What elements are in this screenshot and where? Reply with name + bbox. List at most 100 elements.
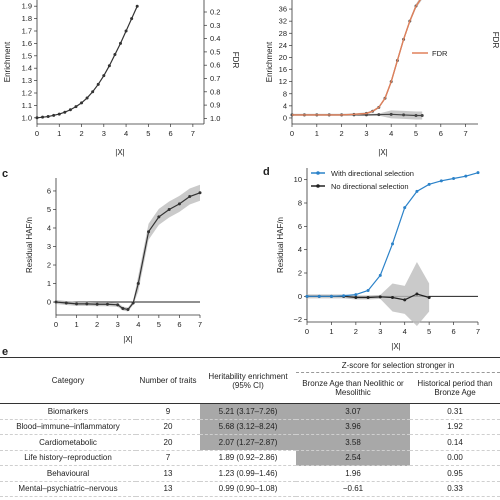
- y-tick-label: 1.5: [22, 51, 32, 60]
- data-point: [177, 202, 181, 206]
- y-tick-label: 1.6: [22, 39, 32, 48]
- panel-a-plot: [35, 4, 139, 120]
- data-point: [391, 242, 394, 246]
- y2-tick-label: 0.4: [210, 34, 220, 43]
- data-point: [329, 294, 333, 298]
- data-point: [75, 302, 79, 306]
- header-bronze: Bronze Age than Neolithic or Mesolithic: [296, 372, 410, 404]
- x-tick-label: 1: [315, 129, 319, 138]
- x-tick-label: 3: [102, 129, 106, 138]
- x-tick-label: 7: [476, 327, 480, 336]
- series-line: [292, 0, 421, 116]
- data-point: [378, 295, 382, 299]
- y-tick-label: 1.0: [22, 113, 32, 122]
- panel-d-plot: [305, 171, 480, 326]
- cell-her: 5.21 (3.17–7.26): [200, 403, 296, 420]
- cell-bronze: 3.96: [296, 419, 410, 435]
- y-tick-label: 16: [279, 65, 287, 74]
- data-point: [403, 298, 407, 302]
- panel-c-xlabel: |X|: [123, 335, 133, 344]
- y-tick-label: 8: [298, 199, 302, 208]
- y-tick-label: 1.2: [22, 89, 32, 98]
- y-tick-label: −2: [293, 315, 302, 324]
- y-tick-label: 2: [47, 261, 51, 270]
- table-row: Cardiometabolic 20 2.07 (1.27–2.87) 3.58 0.1…: [0, 434, 500, 451]
- data-point: [80, 101, 84, 105]
- data-point: [414, 114, 418, 118]
- data-point: [427, 182, 431, 186]
- panel-c-yticks: 0 1 2 3 4 5 6: [47, 186, 56, 307]
- y-tick-label: 0: [298, 292, 302, 301]
- y2-tick-label: 1.0: [210, 114, 220, 123]
- y-tick-label: 6: [298, 222, 302, 231]
- data-point: [46, 115, 50, 119]
- x-tick-label: 0: [305, 327, 309, 336]
- x-tick-label: 5: [414, 129, 418, 138]
- table-row: Blood–immune–inflammatory 20 5.68 (3.12–8.…: [0, 419, 500, 435]
- x-tick-label: 4: [124, 129, 128, 138]
- data-point: [439, 179, 443, 183]
- y-tick-label: 3: [47, 242, 51, 251]
- x-tick-label: 6: [169, 129, 173, 138]
- y2-tick-label: 0.5: [210, 47, 220, 56]
- cell-n: 9: [136, 403, 200, 420]
- header-zscore: Z-score for selection stronger in: [296, 357, 500, 373]
- panel-d-legend-label-1: With directional selection: [331, 169, 414, 178]
- data-point: [427, 296, 431, 299]
- data-point: [157, 215, 161, 219]
- x-tick-label: 7: [198, 320, 202, 329]
- y-tick-label: 32: [279, 17, 287, 26]
- data-point: [64, 301, 68, 305]
- panel-d-ylabel: Residual HAF/n: [276, 217, 285, 273]
- data-point: [198, 191, 202, 195]
- cell-hist: 0.14: [410, 434, 500, 451]
- ci-band: [292, 0, 422, 116]
- panel-a-xticks: 0 1 2 3 4 5 6 7: [35, 124, 195, 138]
- data-point: [130, 17, 134, 21]
- data-point: [420, 114, 424, 118]
- header-heritability: Heritability enrichment (95% CI): [200, 357, 296, 404]
- data-point: [105, 302, 109, 306]
- cell-n: 20: [136, 419, 200, 435]
- ci-band: [307, 262, 430, 326]
- y-tick-label: 24: [279, 41, 287, 50]
- y-tick-label: 1.9: [22, 2, 32, 11]
- panel-a-yticks: 1.0 1.1 1.2 1.3 1.4 1.5 1.6 1.7 1.8 1.9: [22, 2, 37, 122]
- cell-bronze: −0.61: [296, 481, 410, 497]
- cell-hist: 0.95: [410, 465, 500, 482]
- cell-n: 13: [136, 481, 200, 497]
- y2-tick-label: 0.3: [210, 21, 220, 30]
- cell-category: Behavioural: [0, 465, 136, 482]
- y-tick-label: 8: [283, 89, 287, 98]
- data-point: [147, 230, 151, 234]
- panel-d-xticks: 0 1 2 3 4 5 6 7: [305, 322, 480, 336]
- panel-e-label: e: [2, 346, 9, 358]
- cell-category: Biomarkers: [0, 403, 136, 420]
- panel-d-xlabel: |X|: [391, 342, 401, 351]
- panel-c: c Residual HAF/n |X| 0 1 2 3 4 5 6 7 0 1 2 3 4 5 6: [2, 168, 202, 344]
- data-point: [126, 307, 130, 311]
- y-tick-label: 1.1: [22, 101, 32, 110]
- panel-a-y2ticks: 0.2 0.3 0.4 0.5 0.6 0.7 0.8 0.9 1.0: [204, 8, 220, 123]
- data-point: [136, 282, 140, 286]
- data-point: [354, 296, 358, 299]
- x-tick-label: 4: [403, 327, 407, 336]
- data-point: [402, 113, 406, 117]
- x-tick-label: 3: [116, 320, 120, 329]
- y2-tick-label: 0.6: [210, 61, 220, 70]
- data-point: [354, 293, 358, 297]
- cell-her: 0.99 (0.90–1.08): [200, 481, 296, 497]
- data-point: [415, 189, 419, 193]
- cell-hist: 0.00: [410, 450, 500, 466]
- cell-n: 7: [136, 450, 200, 466]
- data-point: [41, 115, 45, 119]
- data-point: [119, 41, 122, 45]
- data-point: [54, 300, 58, 304]
- panel-b-xticks: 0 1 2 3 4 5 6 7: [290, 124, 468, 138]
- y-tick-label: 5: [47, 205, 51, 214]
- data-point: [188, 195, 192, 199]
- panel-d-yticks: −2 0 2 4 6 8 10: [293, 175, 307, 324]
- panel-b-yticks: 0 4 8 12 16 20 24 28 32 36: [279, 5, 292, 122]
- data-point: [95, 302, 99, 306]
